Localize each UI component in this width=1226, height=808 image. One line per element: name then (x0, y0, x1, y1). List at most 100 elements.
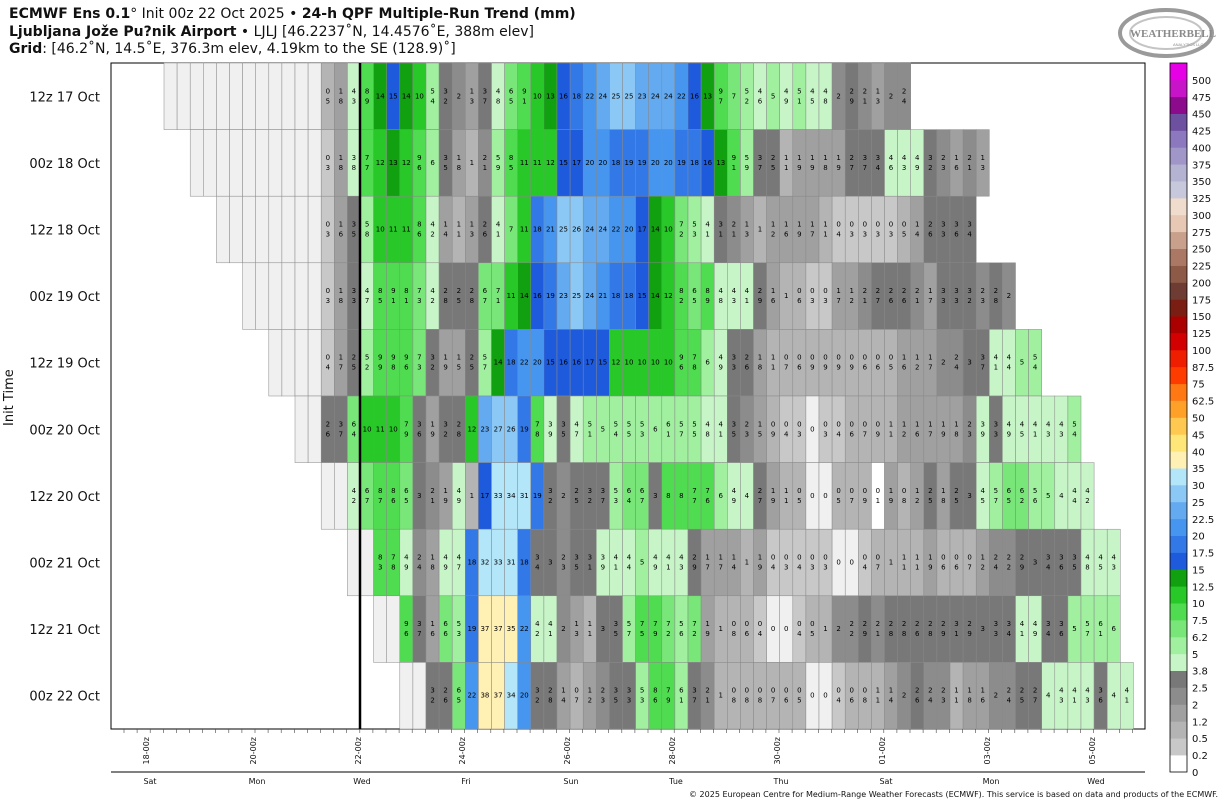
qpf-cell (582, 395, 597, 463)
qpf-cell (294, 262, 309, 330)
qpf-value-label: 2 (758, 487, 762, 495)
qpf-cell (386, 462, 401, 530)
qpf-cell (203, 129, 217, 197)
qpf-value-label: 5 (889, 364, 893, 372)
qpf-cell (910, 462, 925, 530)
qpf-cell (478, 195, 492, 264)
qpf-value-label: 3 (994, 430, 998, 438)
qpf-value-label: 7 (1085, 630, 1089, 638)
qpf-value-label: 15 (546, 359, 555, 367)
qpf-value-label: 14 (402, 92, 411, 100)
qpf-value-label: 2 (1007, 554, 1011, 562)
qpf-value-label: 16 (690, 92, 699, 100)
qpf-value-label: 0 (797, 287, 801, 295)
qpf-value-label: 4 (1046, 692, 1051, 700)
qpf-cell (360, 528, 374, 597)
qpf-value-label: 4 (758, 87, 763, 95)
qpf-value-label: 2 (745, 420, 749, 428)
qpf-cell (858, 528, 872, 597)
qpf-cell (727, 395, 741, 463)
qpf-value-label: 5 (627, 430, 631, 438)
qpf-value-label: 7 (876, 297, 880, 305)
qpf-value-label: 5 (679, 620, 683, 628)
qpf-cell (975, 329, 990, 397)
qpf-cell (504, 129, 518, 197)
qpf-value-label: 2 (692, 554, 696, 562)
qpf-value-label: 1 (928, 420, 932, 428)
qpf-value-label: 7 (365, 154, 369, 162)
qpf-cell (818, 262, 833, 330)
qpf-cell (713, 62, 728, 130)
qpf-cell (753, 62, 767, 130)
colorbar-label: 425 (1192, 127, 1211, 138)
qpf-value-label: 7 (771, 697, 775, 705)
qpf-cell (818, 528, 833, 597)
qpf-value-label: 8 (391, 564, 395, 572)
qpf-value-label: 7 (640, 620, 644, 628)
qpf-value-label: 8 (941, 497, 945, 505)
qpf-value-label: 3 (326, 164, 330, 172)
qpf-value-label: 5 (1072, 420, 1076, 428)
qpf-cell (412, 595, 427, 663)
qpf-value-label: 5 (509, 164, 513, 172)
qpf-value-label: 4 (430, 97, 435, 105)
qpf-value-label: 1 (810, 154, 814, 162)
qpf-value-label: 6 (339, 231, 344, 239)
qpf-value-label: 5 (365, 221, 369, 229)
qpf-value-label: 2 (967, 154, 971, 162)
qpf-cell (805, 262, 820, 330)
qpf-value-label: 8 (352, 164, 356, 172)
qpf-cell (975, 462, 990, 530)
qpf-value-label: 5 (614, 630, 618, 638)
qpf-value-label: 3 (967, 430, 971, 438)
qpf-value-label: 1 (823, 221, 827, 229)
qpf-value-label: 22 (585, 92, 594, 100)
qpf-value-label: 1 (522, 97, 526, 105)
qpf-value-label: 3 (561, 420, 565, 428)
day-label: Sun (563, 777, 578, 786)
qpf-value-label: 0 (863, 354, 867, 362)
qpf-value-label: 5 (614, 420, 618, 428)
qpf-value-label: 7 (692, 697, 696, 705)
qpf-value-label: 0 (326, 87, 330, 95)
qpf-value-label: 4 (417, 564, 422, 572)
qpf-value-label: 7 (849, 497, 853, 505)
qpf-value-label: 0 (797, 354, 801, 362)
site-name: Ljubljana Jože Pu?nik Airport (9, 24, 237, 40)
qpf-value-label: 3 (745, 430, 749, 438)
qpf-value-label: 7 (365, 497, 369, 505)
qpf-value-label: 1 (548, 630, 552, 638)
qpf-cell (1028, 395, 1042, 463)
qpf-value-label: 4 (496, 221, 501, 229)
qpf-value-label: 2 (666, 630, 670, 638)
qpf-value-label: 1 (588, 687, 592, 695)
qpf-cell (962, 395, 977, 463)
qpf-value-label: 7 (928, 297, 932, 305)
qpf-value-label: 1 (771, 487, 775, 495)
qpf-value-label: 22 (520, 359, 529, 367)
qpf-value-label: 8 (378, 554, 382, 562)
qpf-cell (910, 262, 925, 330)
qpf-value-label: 19 (625, 159, 634, 167)
qpf-value-label: 3 (692, 687, 696, 695)
qpf-cell (438, 262, 453, 330)
qpf-value-label: 38 (480, 692, 489, 700)
qpf-value-label: 5 (1020, 430, 1024, 438)
qpf-value-label: 3 (601, 554, 605, 562)
qpf-value-label: 7 (863, 164, 867, 172)
qpf-value-label: 4 (443, 554, 448, 562)
qpf-value-label: 4 (627, 497, 632, 505)
qpf-cell (635, 595, 649, 663)
qpf-value-label: 4 (836, 430, 841, 438)
qpf-value-label: 2 (470, 287, 474, 295)
qpf-value-label: 2 (928, 164, 932, 172)
qpf-value-label: 1 (967, 687, 971, 695)
qpf-value-label: 2 (876, 287, 880, 295)
separator: • (236, 24, 254, 40)
qpf-cell (884, 129, 898, 197)
qpf-value-label: 9 (378, 364, 382, 372)
qpf-value-label: 8 (339, 164, 343, 172)
qpf-cell (949, 528, 964, 597)
